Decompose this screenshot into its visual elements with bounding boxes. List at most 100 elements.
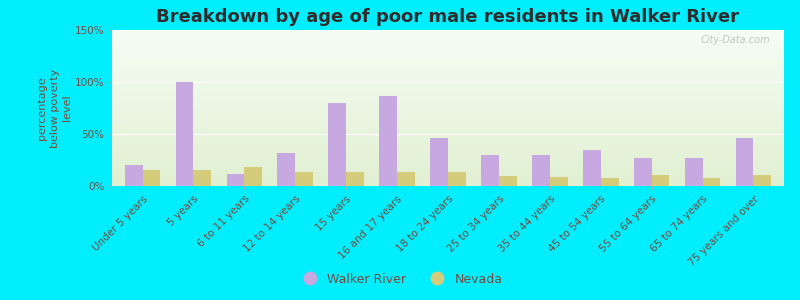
Bar	[112, 134, 784, 135]
Bar	[112, 160, 784, 161]
Bar	[112, 94, 784, 95]
Bar	[112, 157, 784, 158]
Bar	[112, 68, 784, 69]
Bar	[112, 149, 784, 150]
Bar	[112, 163, 784, 164]
Bar	[112, 108, 784, 109]
Bar	[112, 45, 784, 46]
Bar	[112, 115, 784, 116]
Bar	[112, 122, 784, 123]
Bar	[112, 111, 784, 112]
Bar	[112, 106, 784, 107]
Bar	[112, 177, 784, 178]
Bar	[583, 150, 601, 186]
Bar	[112, 176, 784, 177]
Bar	[397, 172, 415, 186]
Bar	[112, 141, 784, 142]
Bar	[112, 114, 784, 115]
Bar	[112, 41, 784, 42]
Bar	[112, 124, 784, 125]
Bar	[112, 158, 784, 159]
Bar	[112, 65, 784, 66]
Bar	[244, 167, 262, 186]
Bar	[112, 96, 784, 97]
Bar	[112, 169, 784, 170]
Bar	[112, 137, 784, 138]
Bar	[112, 72, 784, 73]
Bar	[550, 177, 568, 186]
Bar	[754, 175, 771, 186]
Bar	[112, 69, 784, 70]
Bar	[112, 185, 784, 186]
Bar	[112, 85, 784, 86]
Bar	[112, 143, 784, 144]
Bar	[112, 142, 784, 143]
Bar	[112, 56, 784, 57]
Bar	[112, 127, 784, 128]
Bar	[112, 152, 784, 153]
Bar	[112, 36, 784, 37]
Bar	[112, 49, 784, 50]
Bar	[112, 102, 784, 103]
Bar	[176, 82, 194, 186]
Bar	[112, 76, 784, 77]
Bar	[634, 158, 652, 186]
Bar	[112, 74, 784, 75]
Bar	[112, 166, 784, 167]
Bar	[112, 58, 784, 59]
Bar	[112, 121, 784, 122]
Bar	[112, 116, 784, 117]
Bar	[112, 57, 784, 58]
Bar	[112, 93, 784, 94]
Bar	[112, 90, 784, 91]
Bar	[112, 125, 784, 126]
Bar	[112, 184, 784, 185]
Bar	[112, 155, 784, 156]
Bar	[112, 159, 784, 160]
Bar	[112, 70, 784, 71]
Bar	[112, 81, 784, 82]
Bar	[112, 164, 784, 165]
Bar	[112, 87, 784, 88]
Bar	[112, 165, 784, 166]
Bar	[112, 61, 784, 62]
Bar	[379, 95, 397, 186]
Bar	[112, 119, 784, 120]
Bar	[112, 50, 784, 51]
Bar	[112, 123, 784, 124]
Bar	[112, 89, 784, 90]
Bar	[112, 168, 784, 169]
Bar	[112, 32, 784, 33]
Bar	[112, 82, 784, 83]
Bar	[112, 97, 784, 98]
Bar	[430, 138, 448, 186]
Bar	[112, 174, 784, 175]
Bar	[112, 180, 784, 181]
Bar	[112, 178, 784, 179]
Text: City-Data.com: City-Data.com	[701, 35, 770, 45]
Bar	[112, 171, 784, 172]
Bar	[112, 99, 784, 100]
Bar	[736, 138, 754, 186]
Bar	[112, 138, 784, 139]
Bar	[112, 126, 784, 127]
Bar	[328, 103, 346, 186]
Bar	[112, 38, 784, 39]
Legend: Walker River, Nevada: Walker River, Nevada	[292, 268, 508, 291]
Bar	[112, 135, 784, 136]
Bar	[112, 120, 784, 121]
Bar	[112, 162, 784, 163]
Bar	[112, 44, 784, 45]
Bar	[112, 60, 784, 61]
Bar	[112, 78, 784, 79]
Bar	[112, 92, 784, 93]
Bar	[112, 131, 784, 132]
Bar	[226, 173, 244, 186]
Bar	[142, 170, 160, 186]
Bar	[112, 85, 784, 86]
Bar	[112, 52, 784, 53]
Bar	[112, 175, 784, 176]
Bar	[112, 31, 784, 32]
Bar	[112, 83, 784, 84]
Bar	[112, 150, 784, 151]
